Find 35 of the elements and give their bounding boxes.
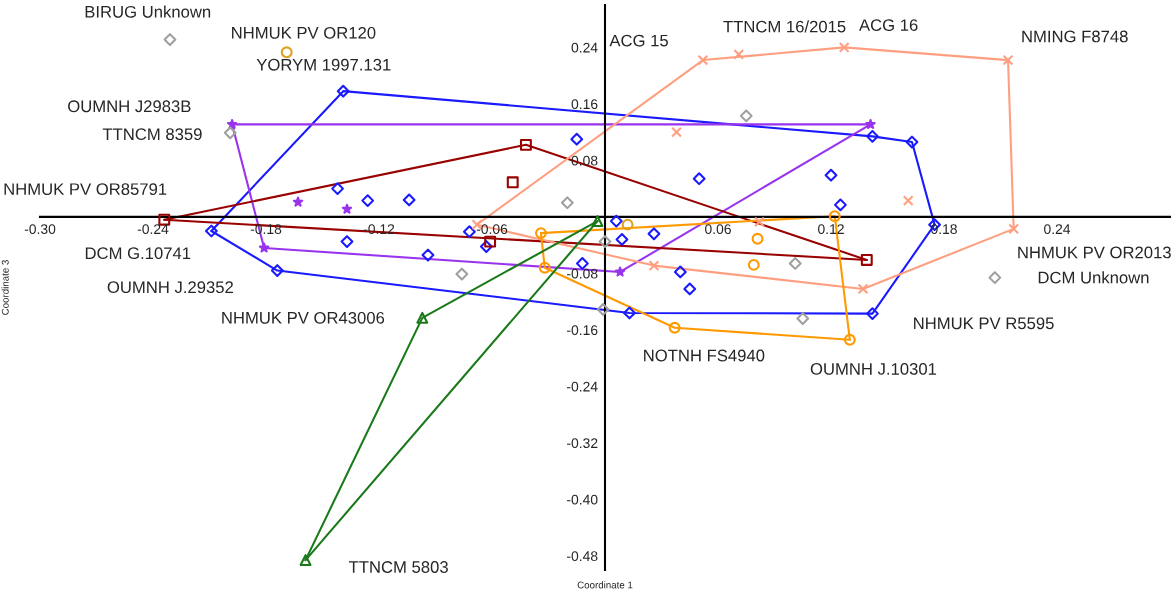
x-tick-label: -0.24: [137, 224, 169, 235]
annotation: OUMNH J.10301: [810, 362, 937, 375]
y-tick-label: 0.16: [571, 99, 598, 110]
annotation: BIRUG Unknown: [85, 5, 211, 18]
annotation: ACG 15: [609, 34, 668, 47]
annotation: NHMUK PV OR85791: [4, 183, 167, 196]
y-tick-label: 0.24: [571, 42, 598, 53]
annotation: TTNCM 5803: [348, 561, 448, 573]
annotation: NHMUK PV OR43006: [222, 311, 385, 324]
annotation: YORYM 1997.131: [256, 58, 391, 71]
y-axis-title: Coordinate 3: [1, 260, 9, 315]
annotation: NHMUK PV OR120: [232, 26, 376, 39]
x-tick-label: 0.18: [931, 224, 957, 235]
y-tick-label: -0.16: [567, 325, 598, 336]
y-tick-label: -0.48: [567, 551, 598, 562]
annotation: NHMUK PV OR2013: [1018, 246, 1171, 259]
x-tick-label: 0.24: [1044, 224, 1071, 235]
annotation: DCM Unknown: [1038, 271, 1149, 284]
annotation: OUMNH J2983B: [68, 100, 191, 113]
y-tick-label: -0.40: [567, 494, 598, 505]
annotation: ACG 16: [859, 19, 918, 32]
y-tick-label: 0.08: [571, 155, 598, 166]
x-axis-title: Coordinate 1: [577, 581, 633, 589]
annotation: OUMNH J.29352: [107, 281, 233, 294]
annotation: NMING F8748: [1022, 30, 1128, 43]
annotation: TTNCM 16/2015: [723, 20, 846, 33]
x-tick-label: 0.06: [705, 224, 731, 235]
y-tick-label: -0.08: [567, 268, 598, 279]
y-tick-label: -0.32: [567, 438, 598, 449]
annotation: NOTNH FS4940: [644, 349, 765, 362]
y-tick-label: -0.24: [567, 381, 598, 392]
x-tick-label: -0.30: [24, 224, 56, 235]
annotation: DCM G.10741: [85, 247, 191, 260]
annotation: TTNCM 8359: [102, 128, 202, 141]
annotation: NHMUK PV R5595: [914, 317, 1054, 330]
